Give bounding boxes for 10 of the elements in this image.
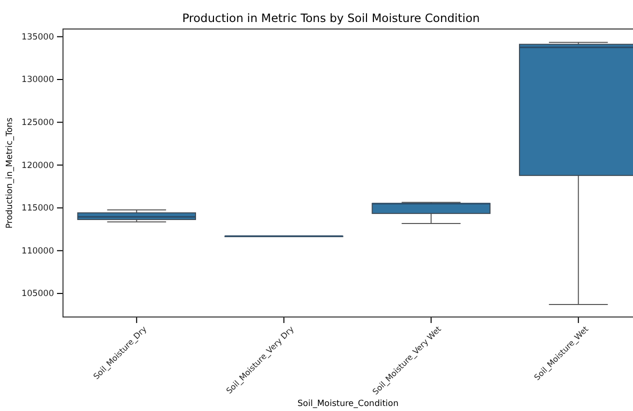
- y-tick-label: 110000: [22, 246, 54, 256]
- chart-title: Production in Metric Tons by Soil Moisture Condition: [182, 11, 480, 25]
- y-axis-title: Production_in_Metric_Tons: [5, 116, 15, 228]
- y-tick-label: 135000: [22, 32, 54, 42]
- y-tick-label: 105000: [22, 289, 54, 300]
- x-axis-title: Soil_Moisture_Condition: [298, 399, 398, 409]
- y-tick-label: 130000: [22, 75, 54, 86]
- y-tick-label: 125000: [22, 118, 54, 128]
- y-tick-label: 115000: [22, 204, 54, 214]
- y-tick-label: 120000: [22, 160, 54, 171]
